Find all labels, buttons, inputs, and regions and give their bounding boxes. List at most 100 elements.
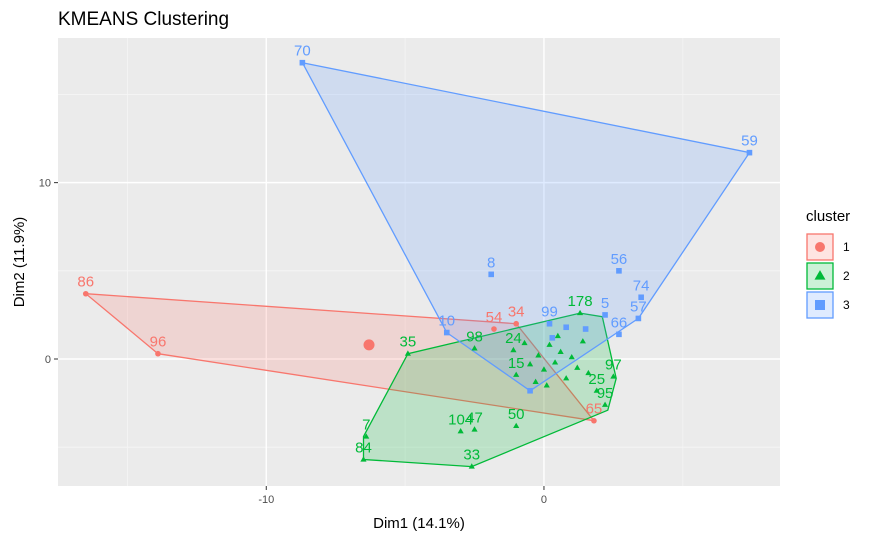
cluster-2-point xyxy=(579,338,586,344)
cluster-2-point xyxy=(563,375,570,381)
point-label: 86 xyxy=(77,274,94,291)
cluster-2-point xyxy=(510,346,517,353)
point-label: 7 xyxy=(362,417,370,434)
cluster-2-point xyxy=(526,361,534,367)
point-label: 59 xyxy=(741,133,758,150)
point-label: 104 xyxy=(448,411,473,428)
cluster-2-point xyxy=(540,366,548,372)
cluster-2-point xyxy=(585,369,592,376)
y-axis-title: Dim2 (11.9%) xyxy=(11,217,28,308)
legend-marker-2 xyxy=(814,270,826,280)
legend-label-2: 2 xyxy=(843,269,850,283)
cluster-3-point xyxy=(602,312,608,318)
x-axis-title: Dim1 (14.1%) xyxy=(373,515,465,532)
cluster-3-hull xyxy=(301,61,751,392)
cluster-points xyxy=(82,59,753,469)
point-label: 66 xyxy=(611,314,628,331)
cluster-3-point xyxy=(746,149,753,156)
y-tick-label: 0 xyxy=(45,354,51,366)
x-tick-label: 0 xyxy=(541,494,547,506)
point-label: 47 xyxy=(466,410,483,427)
cluster-3-point xyxy=(299,59,306,66)
cluster-3-point xyxy=(443,329,450,336)
cluster-2-point xyxy=(574,364,581,370)
cluster-2-point xyxy=(593,387,600,393)
cluster-2-point xyxy=(363,433,370,439)
point-label: 24 xyxy=(505,330,522,347)
legend-title: cluster xyxy=(806,208,850,225)
cluster-2-point xyxy=(576,309,584,316)
point-label: 99 xyxy=(541,304,558,321)
legend-marker-1 xyxy=(815,242,825,252)
cluster-3-point xyxy=(635,315,642,322)
plot-panel xyxy=(58,38,780,486)
cluster-2-point xyxy=(554,332,561,339)
axis-ticks: -10 0 0 10 xyxy=(39,178,547,506)
legend-label-3: 3 xyxy=(843,298,850,312)
cluster-3-point xyxy=(488,271,494,278)
point-label: 65 xyxy=(586,401,603,418)
cluster-2-point xyxy=(521,339,528,346)
cluster-1-point xyxy=(513,320,519,327)
cluster-2-point xyxy=(601,401,609,407)
point-label: 10 xyxy=(438,313,455,330)
legend-label-1: 1 xyxy=(843,240,850,254)
point-label: 70 xyxy=(294,43,311,60)
legend-key-2 xyxy=(806,262,834,290)
point-label: 98 xyxy=(466,328,483,345)
grid-lines xyxy=(58,38,780,486)
cluster-2-point xyxy=(543,382,550,388)
cluster-hulls xyxy=(83,61,751,468)
point-label: 57 xyxy=(630,298,647,315)
point-label: 50 xyxy=(508,406,525,423)
cluster-2-point xyxy=(551,359,559,365)
cluster-2-point xyxy=(535,352,542,358)
point-label: 95 xyxy=(597,385,614,402)
point-label: 15 xyxy=(508,355,525,372)
cluster-2-point xyxy=(471,345,478,351)
cluster-2-point xyxy=(513,371,520,377)
cluster-1-centroid xyxy=(363,339,375,351)
point-label: 74 xyxy=(633,277,650,294)
cluster-centroids xyxy=(363,339,375,351)
cluster-3-point xyxy=(616,331,622,338)
cluster-2-point xyxy=(471,426,478,432)
point-label: 33 xyxy=(463,447,480,464)
cluster-1-point xyxy=(591,417,597,424)
cluster-3-point xyxy=(638,294,644,301)
point-label: 34 xyxy=(508,304,525,321)
cluster-2-point xyxy=(557,348,564,354)
cluster-3-point xyxy=(616,268,622,274)
cluster-1-point xyxy=(82,290,89,297)
point-label: 84 xyxy=(355,440,372,457)
cluster-2-point xyxy=(568,353,575,360)
cluster-1-point xyxy=(491,326,497,332)
chart-title: KMEANS Clustering xyxy=(58,9,229,30)
point-label: 56 xyxy=(611,251,628,268)
cluster-2-point xyxy=(404,350,411,356)
point-label: 96 xyxy=(150,334,167,351)
cluster-3-point xyxy=(563,324,569,331)
cluster-2-point xyxy=(610,373,617,379)
cluster-2-point xyxy=(457,428,464,434)
point-label: 25 xyxy=(588,371,605,388)
cluster-3-point xyxy=(549,335,556,341)
cluster-2-point xyxy=(513,422,520,429)
cluster-2-point xyxy=(532,378,539,384)
cluster-3-point xyxy=(546,320,553,327)
cluster-2-point xyxy=(546,341,553,347)
point-label: 54 xyxy=(486,309,503,326)
cluster-1-point xyxy=(155,350,161,357)
point-label: 35 xyxy=(400,334,417,351)
legend: cluster 1 2 3 xyxy=(806,208,850,319)
point-label: 8 xyxy=(487,254,495,271)
point-label: 97 xyxy=(605,357,622,374)
cluster-2-point xyxy=(360,456,367,462)
cluster-3-point xyxy=(527,387,533,394)
cluster-2-point xyxy=(468,463,475,469)
legend-marker-3 xyxy=(815,300,825,310)
x-tick-label: -10 xyxy=(258,494,274,506)
y-tick-label: 10 xyxy=(39,178,51,190)
